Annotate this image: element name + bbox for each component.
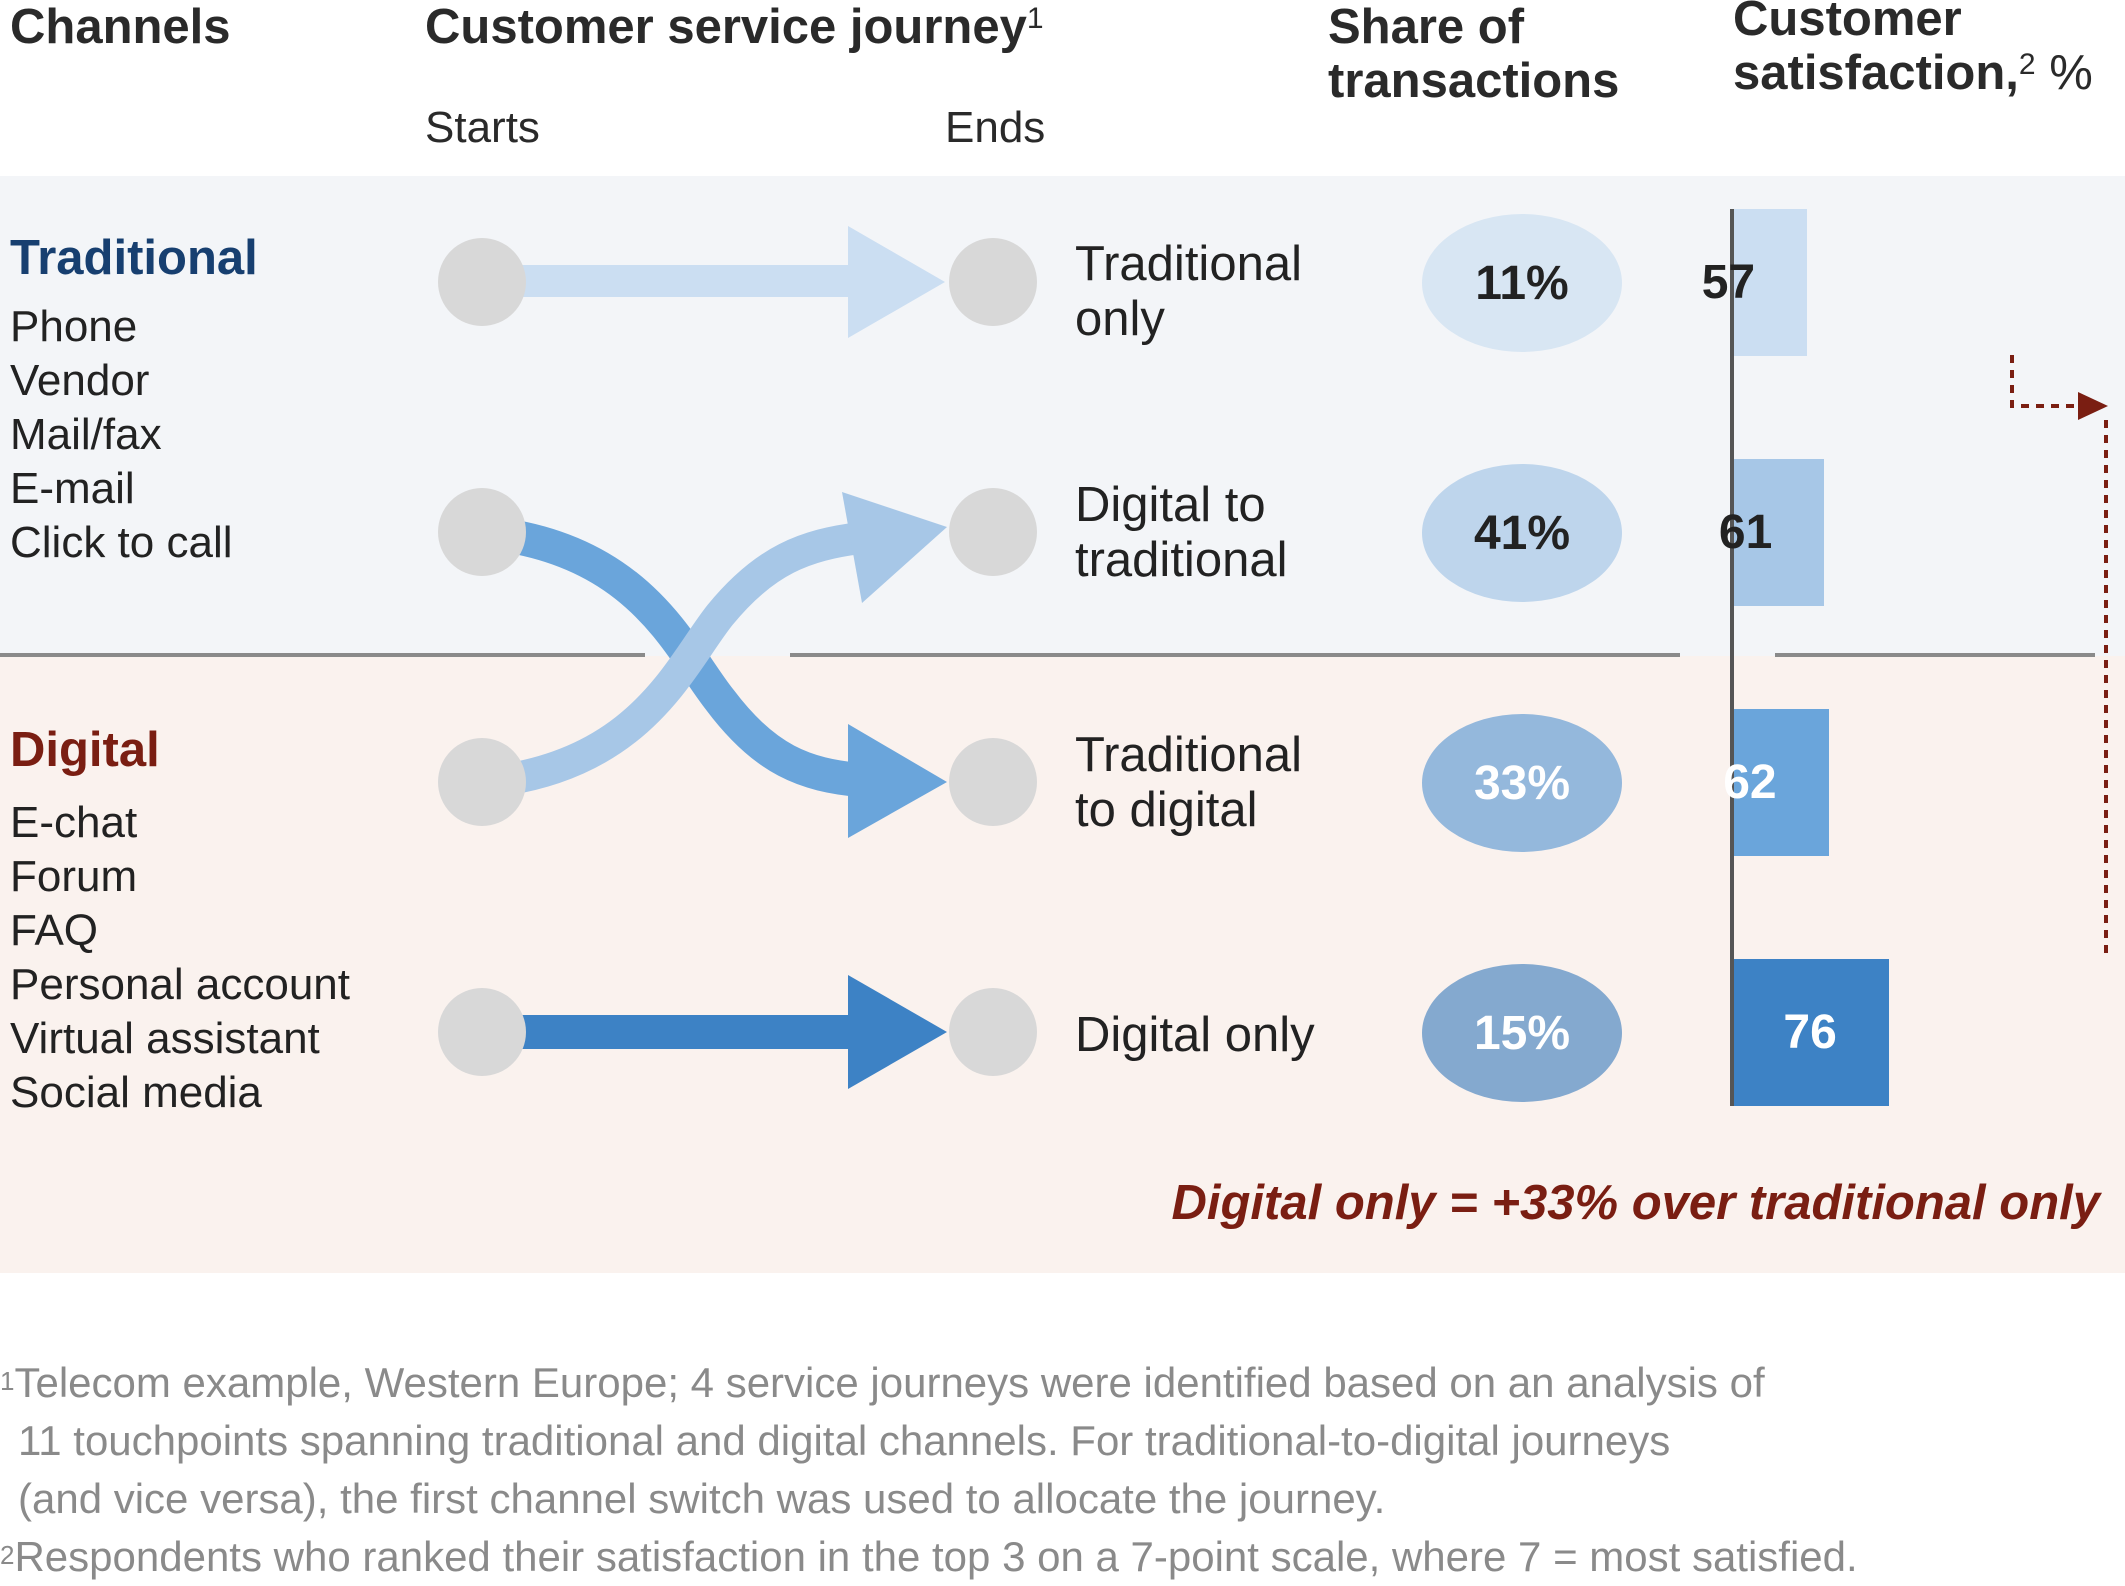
footnote-1: 1Telecom example, Western Europe; 4 serv…: [0, 1354, 1858, 1412]
share-oval: 15%: [1422, 964, 1622, 1102]
channel-item: Vendor: [10, 356, 150, 405]
header-share-line1: Share of: [1328, 0, 1525, 54]
channel-item: Social media: [10, 1068, 262, 1117]
footnote-1-text: (and vice versa), the first channel swit…: [18, 1475, 1386, 1522]
arrow-traditional-to-digital: [476, 515, 947, 838]
channel-item: Forum: [10, 852, 138, 901]
comparison-callout: Digital only = +33% over traditional onl…: [1171, 1176, 2100, 1230]
journey-label: Digital only: [1075, 1008, 1315, 1063]
satisfaction-bar: 61: [1719, 459, 1825, 606]
footnote-1-text: 11 touchpoints spanning traditional and …: [18, 1417, 1671, 1464]
footnote-mark-2: 2: [2018, 48, 2036, 81]
channel-item: FAQ: [10, 906, 99, 955]
journey-label-line: Digital only: [1075, 1008, 1315, 1062]
satisfaction-bar: 57: [1702, 209, 1808, 356]
footnote-1-mark: 1: [0, 1366, 15, 1396]
header-satisfaction-line1: Customer: [1733, 0, 1962, 46]
band-divider: [0, 653, 2095, 657]
journey-label-line: to digital: [1075, 783, 1258, 837]
header-journey-text: Customer service journey: [425, 0, 1027, 54]
journey-label: Digital to traditional: [1075, 478, 1287, 588]
channel-item: E-mail: [10, 464, 135, 513]
start-node: [438, 988, 526, 1076]
satisfaction-bar: 62: [1723, 709, 1829, 856]
header-satisfaction: Customer satisfaction,2 %: [1733, 0, 2093, 100]
start-node: [438, 738, 526, 826]
header-journey: Customer service journey1: [425, 0, 1044, 54]
footnote-2: 2Respondents who ranked their satisfacti…: [0, 1528, 1858, 1586]
satisfaction-bar: 76: [1734, 959, 1889, 1106]
end-node: [949, 238, 1037, 326]
header-share-line2: transactions: [1328, 54, 1620, 108]
channel-item: Click to call: [10, 518, 233, 567]
digital-channel-list: E-chat Forum FAQ Personal account Virtua…: [10, 796, 350, 1120]
footnote-mark-1: 1: [1026, 2, 1044, 35]
header-ends: Ends: [945, 103, 1046, 152]
arrow-traditional-only: [478, 226, 945, 338]
footnotes: 1Telecom example, Western Europe; 4 serv…: [0, 1354, 1858, 1586]
comparison-connector: [2010, 355, 2108, 960]
journey-label-line: traditional: [1075, 533, 1288, 587]
traditional-channel-list: Phone Vendor Mail/fax E-mail Click to ca…: [10, 300, 233, 570]
journey-label-line: Digital to: [1075, 478, 1266, 532]
channel-item: Phone: [10, 302, 138, 351]
footnote-1-text: Telecom example, Western Europe; 4 servi…: [14, 1359, 1765, 1406]
journey-label: Traditional only: [1075, 237, 1302, 347]
journey-label: Traditional to digital: [1075, 728, 1302, 838]
channel-item: Mail/fax: [10, 410, 162, 459]
header-starts: Starts: [425, 103, 540, 152]
footnote-2-mark: 2: [0, 1540, 15, 1570]
start-node: [438, 488, 526, 576]
channel-item: Personal account: [10, 960, 350, 1009]
group-title-digital: Digital: [10, 723, 160, 777]
journey-label-line: Traditional: [1075, 728, 1302, 782]
arrow-digital-only: [478, 975, 947, 1089]
header-satisfaction-line2: satisfaction,2 %: [1733, 46, 2093, 100]
channel-item: E-chat: [10, 798, 138, 847]
share-oval: 11%: [1422, 214, 1622, 352]
share-oval: 41%: [1422, 464, 1622, 602]
share-oval: 33%: [1422, 714, 1622, 852]
end-node: [949, 738, 1037, 826]
header-channels: Channels: [10, 0, 231, 54]
journey-label-line: Traditional: [1075, 237, 1302, 291]
arrow-digital-to-traditional: [476, 492, 947, 799]
channel-item: Virtual assistant: [10, 1014, 320, 1063]
start-node: [438, 238, 526, 326]
end-node: [949, 988, 1037, 1076]
journey-label-line: only: [1075, 292, 1165, 346]
footnote-2-text: Respondents who ranked their satisfactio…: [14, 1533, 1858, 1580]
header-satisfaction-text: satisfaction,: [1733, 46, 2019, 100]
header-share: Share of transactions: [1328, 0, 1619, 108]
connector-arrowhead: [2078, 392, 2108, 420]
group-title-traditional: Traditional: [10, 231, 258, 285]
header-satisfaction-unit: %: [2035, 46, 2093, 100]
end-node: [949, 488, 1037, 576]
satisfaction-axis: [1730, 209, 1734, 1106]
